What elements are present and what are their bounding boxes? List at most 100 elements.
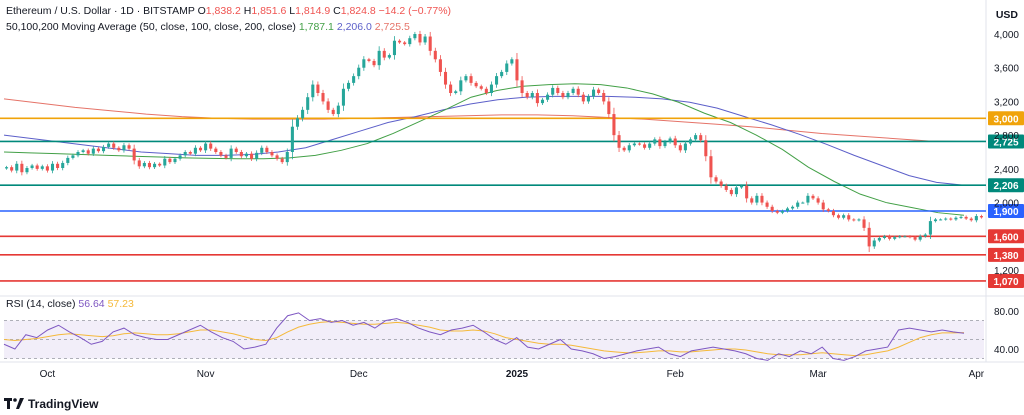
time-tick-Mar: Mar (809, 369, 827, 380)
candle-body (341, 88, 345, 106)
candle-body (785, 208, 790, 211)
candle-body (459, 80, 463, 92)
candle-body (275, 155, 279, 159)
candle-body (974, 216, 978, 221)
horizontal-levels[interactable]: 3,000 2,725 2,206 1,900 1,600 1,380 1,070 (0, 111, 1024, 288)
candle-body (112, 143, 116, 148)
candle-body (602, 93, 606, 102)
candle-body (142, 162, 146, 167)
time-axis[interactable]: OctNovDec2025FebMarAprMay (40, 369, 1024, 380)
candle-body (607, 101, 611, 115)
candle-body (561, 93, 565, 98)
candle-body (321, 93, 325, 102)
candle-body (857, 219, 861, 221)
rsi-line (3, 312, 965, 361)
candle-body (964, 216, 968, 219)
level-label-1070: 1,070 (993, 277, 1018, 288)
price-tick-4000: 4,000 (994, 30, 1019, 41)
candle-body (556, 87, 560, 93)
candle-body (709, 156, 713, 178)
candle-body (898, 236, 902, 238)
candle-body (132, 148, 136, 161)
candle-body (933, 219, 938, 222)
currency-label[interactable]: USD (995, 9, 1018, 21)
candle-body (530, 93, 534, 98)
candle-body (295, 118, 300, 127)
candle-body (71, 155, 75, 158)
candle-body (224, 155, 228, 158)
candle-body (413, 34, 417, 39)
level-label-1600: 1,600 (993, 232, 1018, 243)
candle-body (306, 97, 310, 110)
price-axis[interactable]: 4,000 3,600 3,200 2,800 2,400 2,000 1,200 80.00… (994, 30, 1019, 356)
candle-body (81, 150, 85, 152)
candle-body (20, 163, 24, 173)
level-badge-1070 (988, 273, 1024, 288)
candle-body (867, 227, 871, 247)
candle-body (357, 67, 361, 77)
ma200-line (3, 98, 965, 142)
candle-body (61, 162, 65, 169)
level-badge-2725 (988, 134, 1024, 149)
candle-body (760, 195, 764, 203)
candle-body (632, 143, 636, 146)
rsi-ma-value: 57.23 (107, 298, 134, 310)
candle-body (755, 195, 759, 203)
candle-body (398, 40, 402, 43)
candle-body (882, 236, 886, 238)
symbol-title[interactable]: Ethereum / U.S. Dollar · 1D · BITSTAMP (6, 5, 195, 17)
candle-body (260, 147, 264, 153)
candle-body (540, 99, 545, 104)
level-badge-3000 (988, 111, 1024, 126)
candle-body (352, 76, 356, 83)
close-label: C (333, 5, 341, 17)
candle-body (255, 152, 259, 159)
candle-body (301, 109, 305, 119)
candle-body (637, 143, 641, 145)
rsi-tick-80: 80.00 (994, 307, 1019, 318)
change-value: −14.2 (−0.77%) (378, 5, 452, 17)
candle-body (35, 165, 39, 169)
price-tick-1200: 1,200 (994, 266, 1019, 277)
candle-body (209, 143, 213, 149)
time-tick-Apr: Apr (969, 369, 985, 380)
candle-body (576, 88, 580, 95)
candle-body (944, 218, 948, 220)
candle-body (147, 162, 151, 168)
candle-body (362, 59, 366, 68)
candle-body (30, 165, 34, 169)
price-tick-3200: 3,200 (994, 97, 1019, 108)
candle-body (290, 126, 294, 152)
candle-body (265, 147, 269, 152)
level-label-1900: 1,900 (993, 207, 1018, 218)
candle-body (939, 219, 943, 221)
rsi-legend[interactable]: RSI (14, close) 56.64 57.23 (6, 298, 134, 310)
level-badge-1380 (988, 247, 1024, 262)
candle-body (91, 148, 95, 154)
candle-body (847, 215, 851, 220)
rsi-tick-40: 40.00 (994, 345, 1019, 356)
candle-body (484, 88, 488, 93)
candle-body (331, 109, 335, 115)
price-tick-3600: 3,600 (994, 64, 1019, 75)
candle-body (244, 153, 248, 157)
candle-body (122, 145, 126, 151)
moving-average-legend[interactable]: 50,100,200 Moving Average (50, close, 10… (6, 21, 410, 33)
candle-body (872, 240, 876, 247)
level-label-2725: 2,725 (993, 137, 1018, 148)
candle-body (908, 236, 912, 238)
candle-body (688, 139, 693, 144)
moving-average-lines (3, 83, 965, 216)
candle-body (15, 163, 19, 171)
candle-body (469, 76, 473, 83)
candle-body (622, 147, 626, 151)
candle-body (837, 215, 841, 218)
candle-body (96, 148, 100, 152)
price-tick-2000: 2,000 (994, 199, 1019, 210)
candle-body (643, 144, 647, 148)
candle-body (683, 143, 687, 151)
candle-body (678, 145, 682, 151)
candle-body (765, 202, 769, 207)
tradingview-logo[interactable]: TradingView (4, 397, 98, 411)
